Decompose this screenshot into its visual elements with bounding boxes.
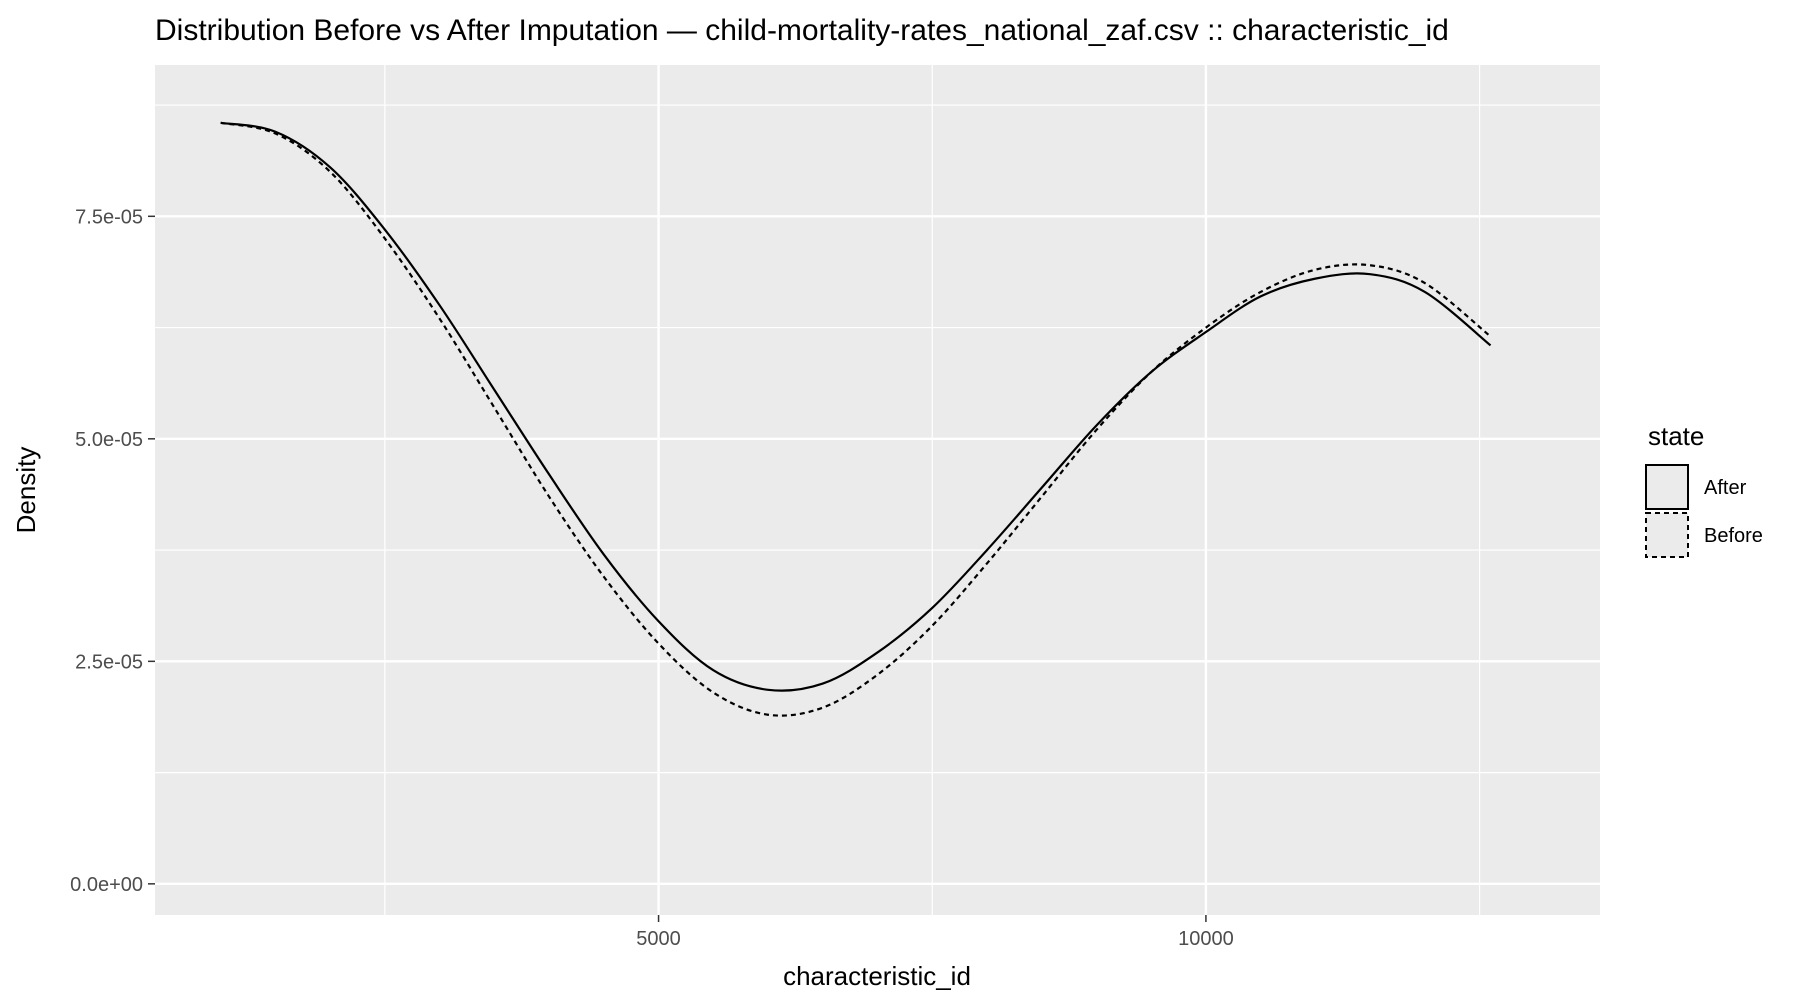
y-axis-label: Density bbox=[11, 447, 41, 534]
y-tick-label: 5.0e-05 bbox=[75, 429, 143, 451]
x-tick-label: 5000 bbox=[636, 928, 681, 950]
y-tick-label: 7.5e-05 bbox=[75, 206, 143, 228]
x-axis-label: characteristic_id bbox=[783, 961, 971, 991]
chart-title: Distribution Before vs After Imputation … bbox=[155, 14, 1449, 47]
legend-label-before: Before bbox=[1704, 525, 1763, 547]
legend-label-after: After bbox=[1704, 477, 1747, 499]
series-line-after bbox=[220, 121, 1492, 692]
legend-key-before bbox=[1645, 512, 1689, 558]
major-gridlines bbox=[155, 65, 1600, 915]
y-tick-label: 0.0e+00 bbox=[70, 874, 143, 896]
y-axis: 0.0e+00 2.5e-05 5.0e-05 7.5e-05 bbox=[70, 206, 155, 896]
plot-panel bbox=[155, 65, 1600, 915]
series-line-before bbox=[220, 121, 1492, 717]
x-tick-label: 10000 bbox=[1178, 928, 1234, 950]
y-tick-label: 2.5e-05 bbox=[75, 651, 143, 673]
legend: state After Before bbox=[1645, 421, 1763, 558]
minor-gridlines bbox=[155, 65, 1600, 915]
legend-title: state bbox=[1648, 421, 1704, 451]
series-layer bbox=[220, 121, 1492, 717]
x-axis: 5000 10000 bbox=[636, 915, 1234, 950]
legend-key-after bbox=[1645, 464, 1689, 510]
